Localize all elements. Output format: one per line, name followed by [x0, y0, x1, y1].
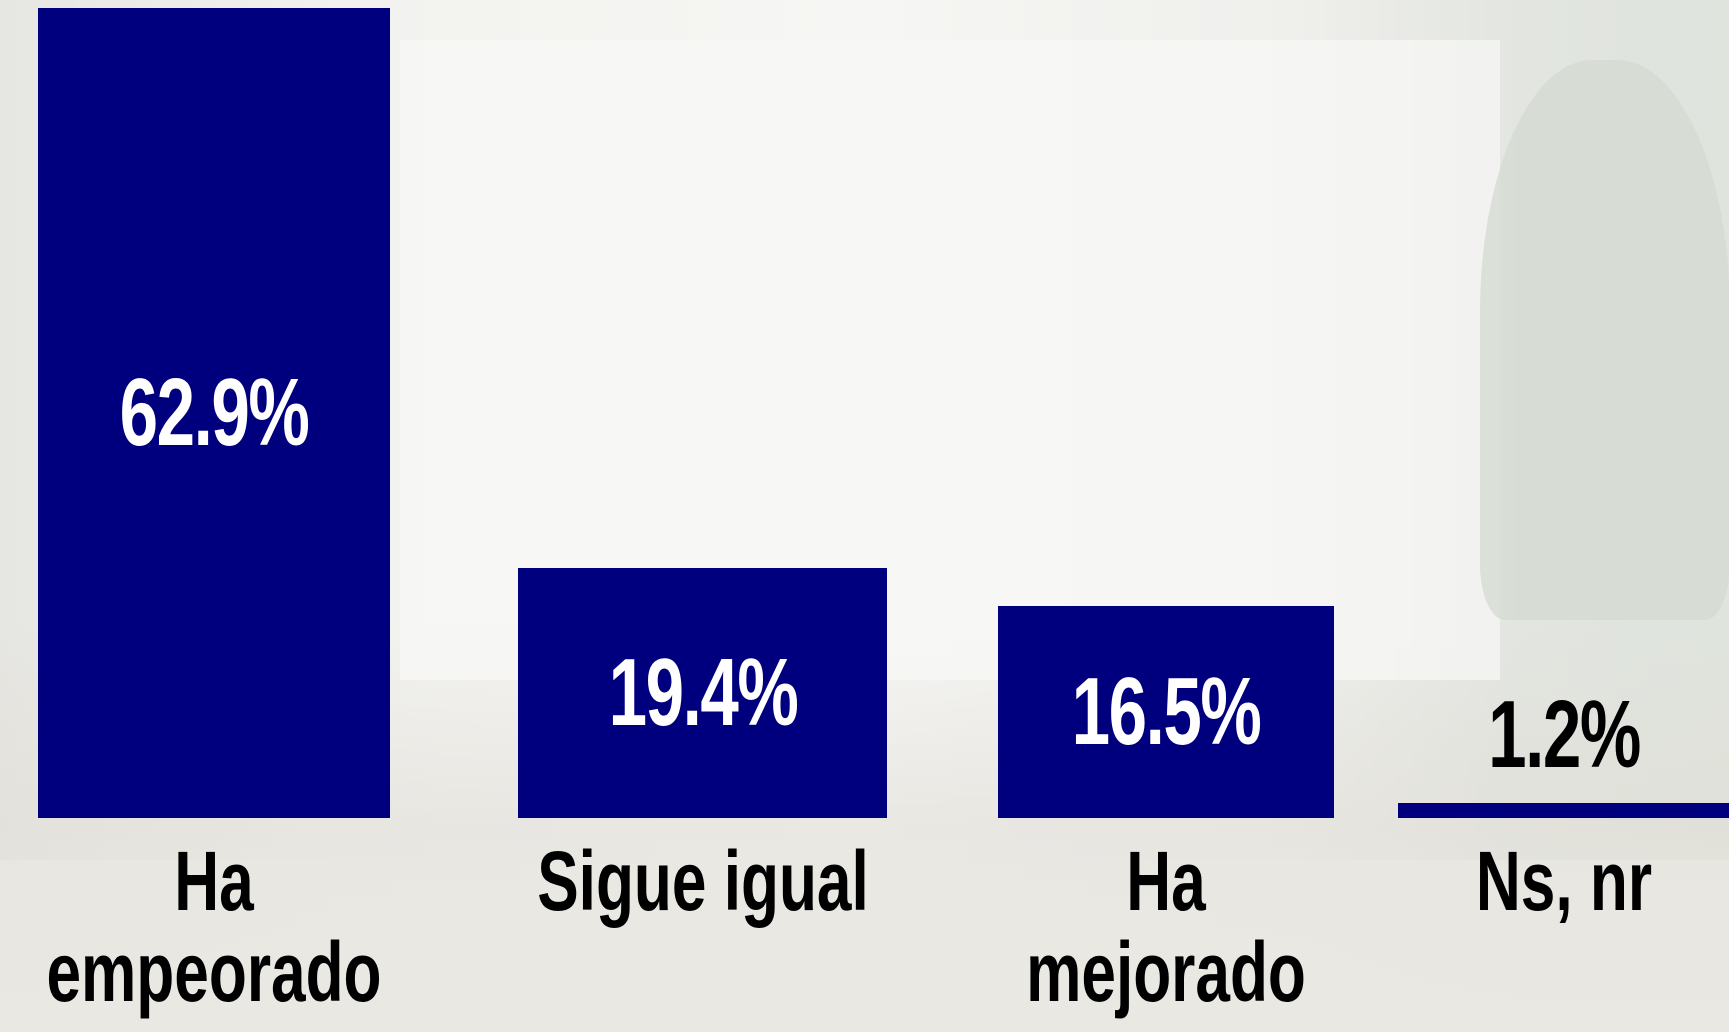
value-label: 19.4%: [608, 645, 797, 741]
value-label: 62.9%: [120, 365, 309, 461]
tree: [1480, 60, 1729, 620]
page: Chart html, body { margin: 0; padding: 0…: [0, 0, 1729, 1032]
value-label: 1.2%: [1488, 687, 1640, 783]
chart: 62.9% Ha empeorado 19.4% Sigue igual 16.5% Ha…: [0, 0, 1729, 1032]
category-label: Ha empeorado: [29, 836, 399, 1017]
body: {"chart_data": {"type": "bar", "categori…: [0, 0, 1729, 1032]
bar: [1398, 803, 1729, 818]
category-label: Ha mejorado: [981, 836, 1351, 1017]
category-label: Ns, nr: [1416, 836, 1712, 927]
value-label: 16.5%: [1072, 664, 1261, 760]
category-label: Sigue igual: [518, 836, 888, 927]
